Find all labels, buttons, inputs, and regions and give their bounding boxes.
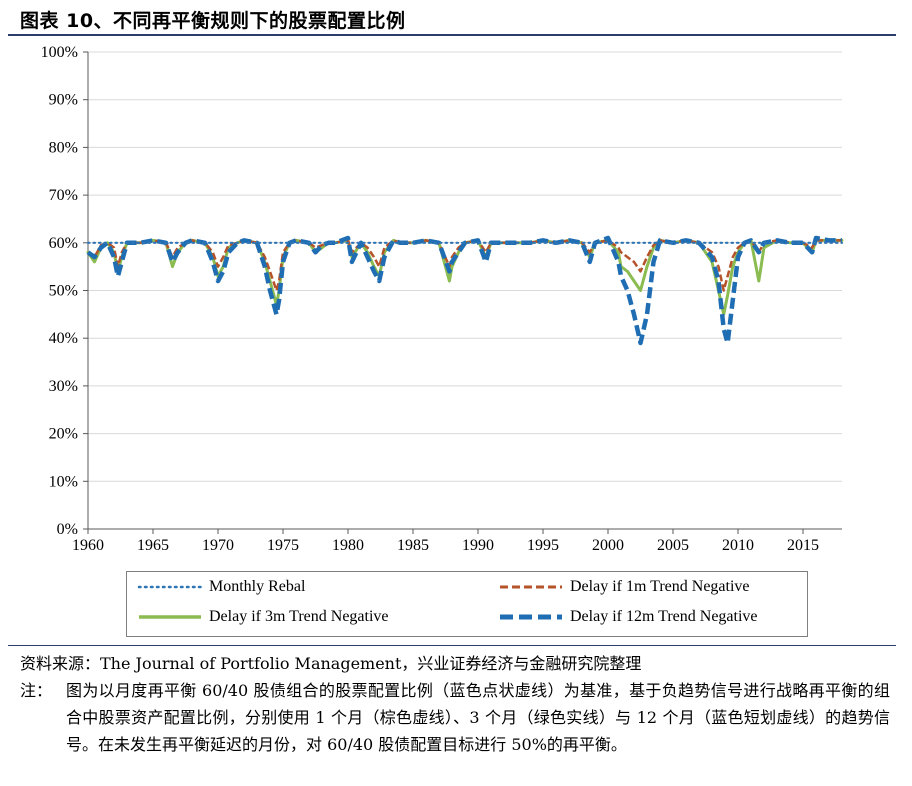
x-tick-label: 1985: [397, 537, 429, 554]
x-tick-label: 1960: [72, 537, 104, 554]
legend-swatch-longdash: [500, 614, 562, 620]
x-tick-label: 1970: [202, 537, 234, 554]
x-tick-label: 1965: [137, 537, 169, 554]
y-tick-label: 10%: [49, 473, 78, 490]
y-tick-label: 0%: [57, 521, 78, 538]
legend-swatch-dashed: [500, 585, 562, 589]
x-tick-label: 2015: [787, 537, 819, 554]
x-tick-label: 2005: [657, 537, 689, 554]
y-tick-label: 30%: [49, 378, 78, 395]
legend-item-delay-1m: Delay if 1m Trend Negative: [498, 578, 750, 596]
y-tick-label: 90%: [49, 92, 78, 109]
source-note: 资料来源：The Journal of Portfolio Management…: [20, 654, 642, 673]
legend-item-delay-3m: Delay if 3m Trend Negative: [137, 608, 389, 626]
x-tick-label: 1980: [332, 537, 364, 554]
title-rule: [8, 34, 896, 36]
legend-label: Monthly Rebal: [209, 578, 306, 595]
legend-item-monthly-rebal: Monthly Rebal: [137, 578, 305, 596]
x-tick-label: 1990: [462, 537, 494, 554]
y-tick-label: 20%: [49, 426, 78, 443]
legend-label: Delay if 12m Trend Negative: [570, 608, 758, 625]
y-tick-label: 40%: [49, 330, 78, 347]
legend-item-delay-12m: Delay if 12m Trend Negative: [498, 608, 758, 626]
x-tick-label: 2000: [592, 537, 624, 554]
figure-title: 图表 10、不同再平衡规则下的股票配置比例: [20, 10, 406, 32]
x-tick-label: 1995: [527, 537, 559, 554]
legend-label: Delay if 3m Trend Negative: [209, 608, 389, 625]
x-tick-label: 2010: [722, 537, 754, 554]
line-chart: 0% 10% 20% 30% 40% 50% 60% 70% 80% 90% 100% 1960 196…: [41, 44, 844, 554]
note-label: 注：: [20, 681, 53, 700]
legend-swatch-dotted: [137, 585, 203, 589]
series-line-delay-if-12m-trend-negative: [86, 235, 842, 346]
legend-label: Delay if 1m Trend Negative: [570, 578, 750, 595]
note-text: 图为以月度再平衡 60/40 股债组合的股票配置比例（蓝色点状虚线）为基准，基于…: [66, 681, 890, 754]
x-tick-label: 1975: [267, 537, 299, 554]
y-tick-label: 50%: [49, 283, 78, 300]
chart-note: 注： 图为以月度再平衡 60/40 股债组合的股票配置比例（蓝色点状虚线）为基准…: [20, 677, 890, 758]
series-line-delay-if-3m-trend-negative: [86, 238, 844, 316]
chart-legend: Monthly Rebal Delay if 1m Trend Negative…: [126, 571, 808, 637]
y-tick-label: 60%: [49, 235, 78, 252]
y-tick-label: 70%: [49, 187, 78, 204]
y-tick-label: 80%: [49, 139, 78, 156]
y-tick-label: 100%: [41, 44, 78, 61]
legend-swatch-solid: [139, 615, 201, 619]
footer-rule: [8, 645, 896, 646]
